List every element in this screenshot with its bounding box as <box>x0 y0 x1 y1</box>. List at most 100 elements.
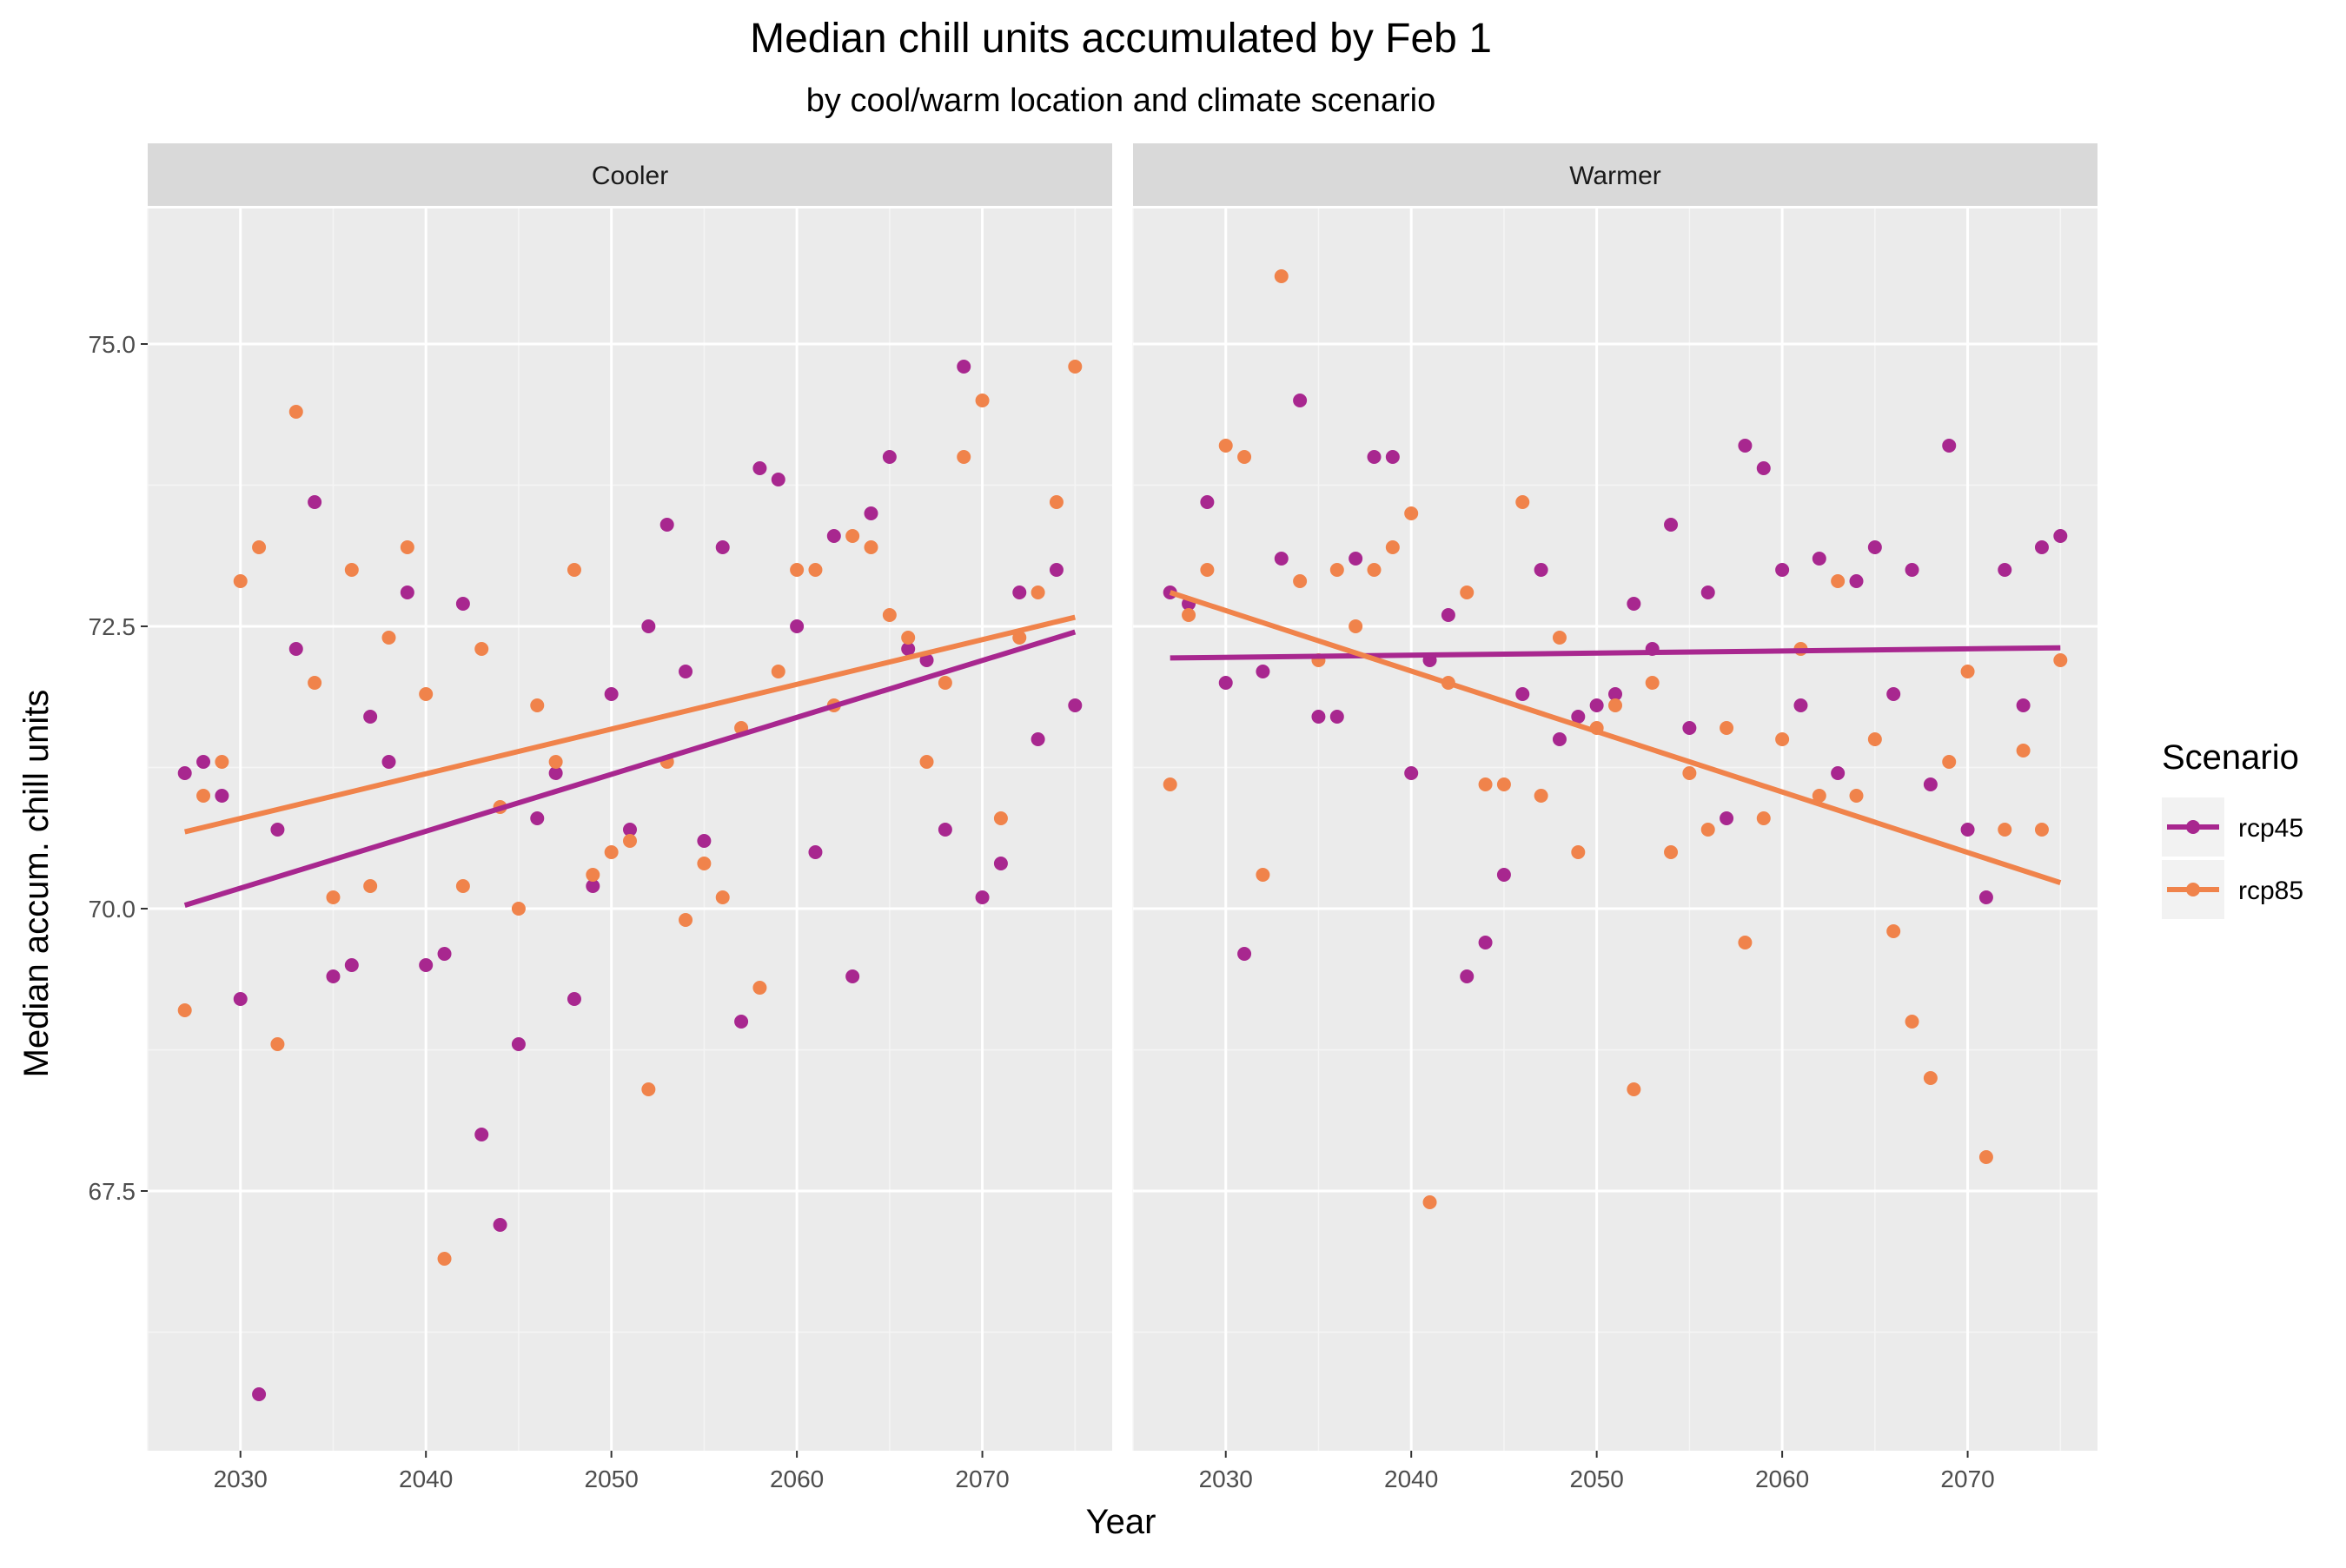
point-rcp85 <box>1756 811 1771 825</box>
legend-key-point-rcp85 <box>2186 883 2200 896</box>
point-rcp85 <box>1367 563 1382 577</box>
point-rcp45 <box>567 992 581 1006</box>
point-rcp45 <box>1775 563 1790 577</box>
point-rcp85 <box>1998 823 2012 837</box>
point-rcp85 <box>586 868 600 882</box>
point-rcp85 <box>2053 653 2068 667</box>
point-rcp85 <box>233 574 248 588</box>
point-rcp45 <box>901 642 916 656</box>
point-rcp45 <box>697 834 712 848</box>
point-rcp85 <box>679 913 693 927</box>
x-tick-label: 2040 <box>1384 1465 1438 1492</box>
point-rcp85 <box>1478 777 1493 791</box>
chart-subtitle: by cool/warm location and climate scenar… <box>806 83 1435 119</box>
point-rcp45 <box>196 755 211 769</box>
point-rcp85 <box>1349 619 1363 633</box>
point-rcp85 <box>2034 823 2049 837</box>
point-rcp85 <box>474 642 489 656</box>
point-rcp45 <box>1923 777 1938 791</box>
point-rcp45 <box>1460 969 1475 983</box>
point-rcp45 <box>1218 676 1233 690</box>
x-tick-label: 2030 <box>1199 1465 1253 1492</box>
point-rcp45 <box>1012 586 1027 599</box>
point-rcp85 <box>2016 744 2031 758</box>
point-rcp85 <box>604 845 619 859</box>
point-rcp85 <box>1460 586 1475 599</box>
point-rcp85 <box>864 540 878 554</box>
point-rcp45 <box>1552 732 1567 746</box>
point-rcp45 <box>400 586 414 599</box>
point-rcp45 <box>1237 947 1252 961</box>
legend: Scenario rcp45 rcp85 <box>2162 738 2303 919</box>
point-rcp85 <box>1182 608 1196 622</box>
legend-label-rcp45: rcp45 <box>2238 814 2303 843</box>
point-rcp45 <box>1367 450 1382 464</box>
point-rcp45 <box>215 789 229 803</box>
point-rcp45 <box>1329 710 1344 724</box>
point-rcp85 <box>567 563 581 577</box>
x-axis-label: Year <box>1086 1503 1156 1541</box>
chart-title: Median chill units accumulated by Feb 1 <box>750 16 1492 62</box>
point-rcp85 <box>938 676 952 690</box>
point-rcp45 <box>474 1128 489 1141</box>
point-rcp45 <box>771 473 785 486</box>
point-rcp85 <box>1775 732 1790 746</box>
point-rcp45 <box>1274 552 1289 566</box>
point-rcp85 <box>1422 1195 1437 1209</box>
point-rcp45 <box>1349 552 1363 566</box>
point-rcp45 <box>1441 608 1455 622</box>
point-rcp85 <box>177 1003 192 1017</box>
point-rcp45 <box>957 360 971 374</box>
point-rcp45 <box>1700 586 1715 599</box>
point-rcp85 <box>752 981 767 995</box>
point-rcp45 <box>2053 529 2068 543</box>
point-rcp85 <box>326 890 341 904</box>
point-rcp85 <box>1942 755 1957 769</box>
y-tick-label: 67.5 <box>89 1178 136 1205</box>
point-rcp85 <box>1274 269 1289 283</box>
x-tick-label: 2070 <box>1940 1465 1994 1492</box>
point-rcp45 <box>1589 698 1604 712</box>
point-rcp85 <box>1923 1071 1938 1085</box>
point-rcp45 <box>2016 698 2031 712</box>
trend-line-rcp85 <box>1169 590 2062 885</box>
point-rcp45 <box>975 890 990 904</box>
point-rcp85 <box>901 631 916 645</box>
legend-label-rcp85: rcp85 <box>2238 877 2303 905</box>
point-rcp45 <box>586 879 600 893</box>
point-rcp85 <box>1645 676 1660 690</box>
x-tick-label: 2050 <box>585 1465 639 1492</box>
point-rcp45 <box>326 969 341 983</box>
trend-line-rcp85 <box>183 614 1077 835</box>
y-tick-label: 72.5 <box>89 613 136 640</box>
point-rcp85 <box>548 755 563 769</box>
point-rcp45 <box>1256 665 1270 678</box>
point-rcp85 <box>1978 1150 1993 1164</box>
point-rcp85 <box>455 879 470 893</box>
point-rcp45 <box>1998 563 2012 577</box>
point-rcp45 <box>1960 823 1975 837</box>
point-rcp85 <box>288 405 303 419</box>
x-tick-label: 2060 <box>1755 1465 1809 1492</box>
point-rcp85 <box>1163 777 1177 791</box>
point-rcp45 <box>1534 563 1548 577</box>
point-rcp45 <box>808 845 823 859</box>
legend-key-point-rcp45 <box>2186 820 2200 834</box>
point-rcp85 <box>1720 721 1734 735</box>
point-rcp45 <box>1849 574 1864 588</box>
y-axis-label: Median accum. chill units <box>17 690 56 1078</box>
y-tick-label: 70.0 <box>89 896 136 923</box>
point-rcp45 <box>826 529 841 543</box>
facet-strip-label: Warmer <box>1569 162 1661 190</box>
point-rcp45 <box>679 665 693 678</box>
point-rcp85 <box>771 665 785 678</box>
panel-cooler: Cooler 2030 2040 2050 2060 2070 67.5 70.0 72.5 75… <box>89 143 1112 1492</box>
point-rcp45 <box>1627 597 1641 611</box>
point-rcp45 <box>1793 698 1808 712</box>
point-rcp45 <box>1978 890 1993 904</box>
point-rcp45 <box>1905 563 1919 577</box>
point-rcp45 <box>1720 811 1734 825</box>
point-rcp85 <box>697 857 712 870</box>
point-rcp45 <box>1404 766 1419 780</box>
point-rcp85 <box>1293 574 1308 588</box>
